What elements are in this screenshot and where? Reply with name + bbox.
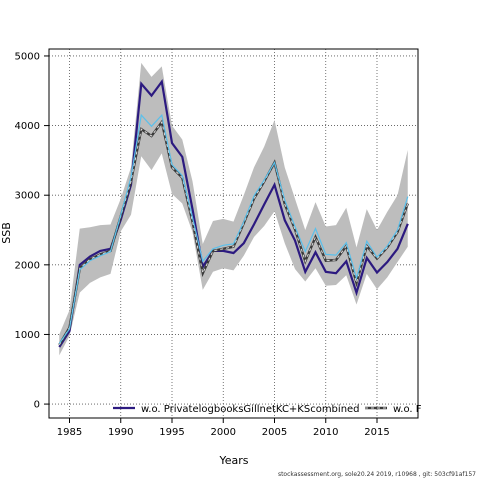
legend-label-0: w.o. PrivatelogbooksGillnetKC+KScombined xyxy=(141,404,360,415)
plot-frame xyxy=(48,48,419,419)
y-tick-label: 5000 xyxy=(15,51,40,62)
x-tick-label: 2015 xyxy=(364,427,389,438)
y-axis-label: SSB xyxy=(0,222,13,244)
series-line-2 xyxy=(58,113,409,344)
legend-label-1: w.o. F xyxy=(393,404,422,415)
x-tick-label: 1985 xyxy=(57,427,82,438)
x-axis-label: Years xyxy=(218,454,248,467)
y-tick-label: 2000 xyxy=(15,260,40,271)
x-tick-label: 1990 xyxy=(108,427,133,438)
x-tick-label: 2010 xyxy=(313,427,338,438)
x-tick-label: 2000 xyxy=(211,427,236,438)
y-tick-label: 4000 xyxy=(15,121,40,132)
x-tick-label: 2005 xyxy=(262,427,287,438)
confidence-band xyxy=(59,62,408,356)
x-tick-label: 1995 xyxy=(159,427,184,438)
y-tick-label: 3000 xyxy=(15,191,40,202)
y-tick-label: 1000 xyxy=(15,330,40,341)
series-line-0 xyxy=(58,78,409,348)
y-tick-label: 0 xyxy=(34,400,40,411)
footer-credit: stockassessment.org, sole20.24 2019, r10… xyxy=(277,471,476,478)
